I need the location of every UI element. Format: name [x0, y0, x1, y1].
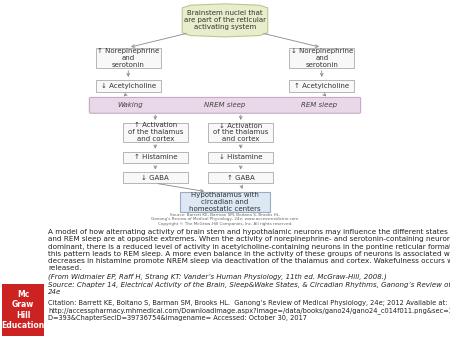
- Text: ↓ GABA: ↓ GABA: [141, 175, 169, 181]
- Text: ↑ Activation
of the thalamus
and cortex: ↑ Activation of the thalamus and cortex: [127, 122, 183, 143]
- Text: ↓ Acetylcholine: ↓ Acetylcholine: [101, 83, 156, 89]
- Text: ↓ Activation
of the thalamus
and cortex: ↓ Activation of the thalamus and cortex: [213, 122, 269, 143]
- Text: Mc
Graw
Hill
Education: Mc Graw Hill Education: [1, 290, 45, 330]
- Text: A model of how alternating activity of brain stem and hypothalamic neurons may i: A model of how alternating activity of b…: [48, 229, 450, 271]
- FancyBboxPatch shape: [289, 48, 355, 68]
- Text: Hypothalamus with
circadian and
homeostatic centers: Hypothalamus with circadian and homeosta…: [189, 192, 261, 212]
- FancyBboxPatch shape: [122, 172, 188, 183]
- Text: Source: Barrett KE, Barman SM, Boitano S, Brooks HL.
Ganong's Review of Medical : Source: Barrett KE, Barman SM, Boitano S…: [151, 213, 299, 226]
- FancyBboxPatch shape: [122, 151, 188, 163]
- FancyBboxPatch shape: [95, 48, 161, 68]
- FancyBboxPatch shape: [122, 123, 188, 142]
- Text: ↑ Histamine: ↑ Histamine: [134, 154, 177, 161]
- FancyBboxPatch shape: [208, 151, 274, 163]
- FancyBboxPatch shape: [208, 123, 274, 142]
- Text: Waking: Waking: [117, 102, 144, 108]
- FancyBboxPatch shape: [289, 80, 355, 92]
- Text: REM sleep: REM sleep: [302, 102, 338, 108]
- FancyBboxPatch shape: [208, 172, 274, 183]
- Text: ↑ Norepinephrine
and
serotonin: ↑ Norepinephrine and serotonin: [97, 48, 159, 68]
- Polygon shape: [182, 4, 268, 37]
- Text: (From Widmaier EP, Raff H, Strang KT: Vander’s Human Physiology, 11th ed. McGraw: (From Widmaier EP, Raff H, Strang KT: Va…: [48, 274, 450, 294]
- FancyBboxPatch shape: [89, 97, 361, 113]
- FancyBboxPatch shape: [180, 192, 270, 212]
- Text: Citation: Barrett KE, Boitano S, Barman SM, Brooks HL.  Ganong’s Review of Medic: Citation: Barrett KE, Boitano S, Barman …: [48, 300, 450, 320]
- Text: ↓ Histamine: ↓ Histamine: [219, 154, 262, 161]
- FancyBboxPatch shape: [95, 80, 161, 92]
- FancyBboxPatch shape: [2, 284, 44, 336]
- Text: ↑ Acetylcholine: ↑ Acetylcholine: [294, 83, 349, 89]
- Text: ↑ GABA: ↑ GABA: [227, 175, 255, 181]
- Text: NREM sleep: NREM sleep: [204, 102, 246, 108]
- Text: Brainstem nuclei that
are part of the reticular
activating system: Brainstem nuclei that are part of the re…: [184, 10, 266, 30]
- Text: ↓ Norepinephrine
and
serotonin: ↓ Norepinephrine and serotonin: [291, 48, 353, 68]
